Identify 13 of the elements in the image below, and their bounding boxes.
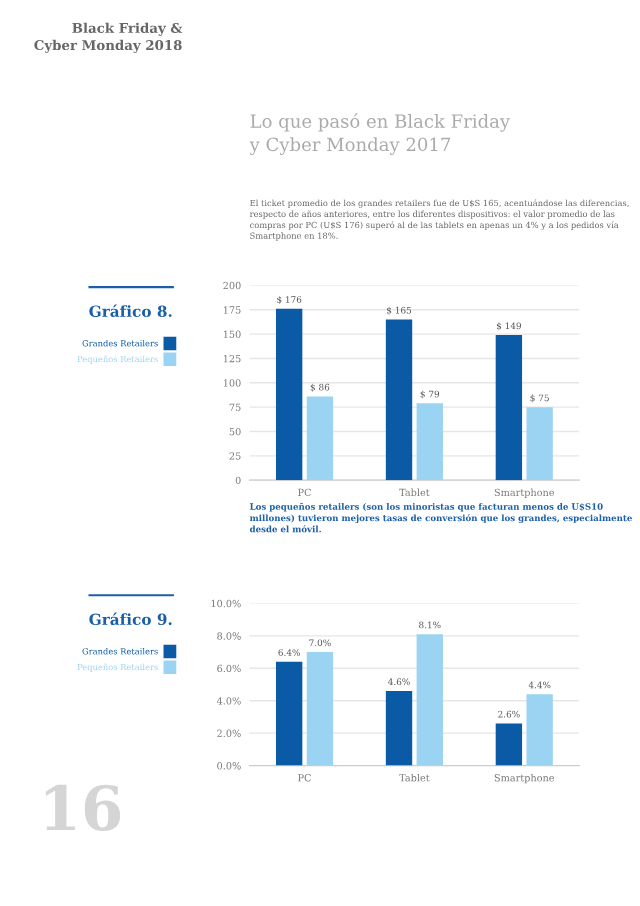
bar xyxy=(495,335,523,481)
bar xyxy=(385,319,413,481)
bar xyxy=(275,308,303,481)
bar xyxy=(526,407,553,481)
text: Lo que pasó en Black Friday y Cyber Monday 2017 xyxy=(249,113,511,155)
bar xyxy=(416,403,443,481)
bar xyxy=(385,690,413,766)
bar xyxy=(306,652,334,766)
bar xyxy=(275,661,303,766)
bar xyxy=(416,634,443,766)
bar xyxy=(306,396,334,481)
bar xyxy=(495,723,523,766)
bar xyxy=(526,694,553,766)
